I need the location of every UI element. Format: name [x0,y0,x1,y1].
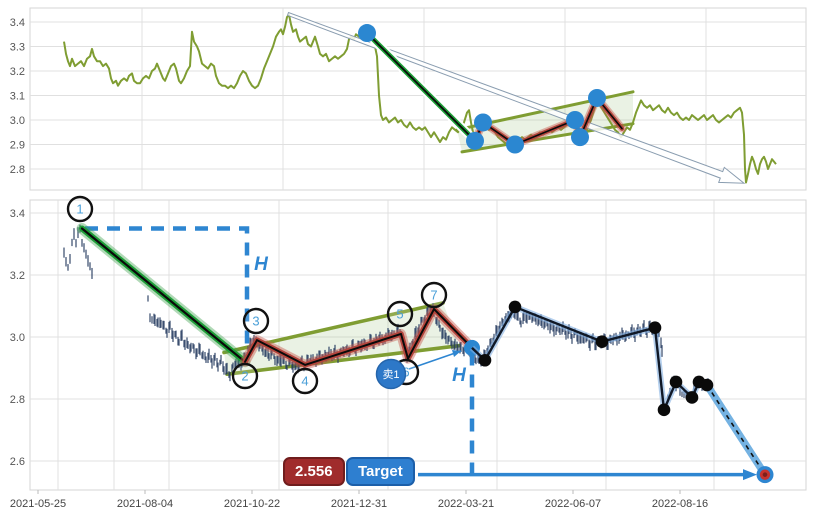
sell-signal-badge[interactable] [375,358,407,390]
x-tick-label: 2021-08-04 [117,498,173,510]
target-marker-core [762,472,768,477]
downtrend-line-l2 [366,32,476,142]
y-tick-label: 3.0 [10,115,25,127]
wave-circle-3[interactable] [242,307,270,335]
pivot-dot[interactable] [595,335,609,348]
y-tick-label: 2.6 [10,456,25,468]
y-tick-label: 3.0 [10,332,25,344]
h-label-2: H [452,365,467,386]
wave-number-4: 4 [301,374,308,389]
h-label-1: H [254,254,269,275]
y-tick-label: 3.3 [10,42,25,54]
y-tick-label: 3.4 [10,208,25,220]
wave-number-1: 1 [76,202,83,217]
pivot-marker[interactable] [571,128,589,147]
x-tick-label: 2021-10-22 [224,498,280,510]
pivot-dot[interactable] [478,353,492,367]
wave-circle-2[interactable] [231,362,259,390]
pivot-dot[interactable] [685,391,699,404]
pivot-dot[interactable] [657,403,671,417]
pivot-marker[interactable] [566,111,584,129]
channel-lower-line [225,343,461,377]
wave-number-7: 7 [430,288,437,303]
wave-number-3: 3 [252,314,259,329]
target-arrowhead [743,469,757,481]
wave-circle-4[interactable] [291,367,319,395]
wave-line-l2 [244,308,473,366]
pivot-marker[interactable] [466,131,484,150]
sell-signal-text: 卖1 [382,368,399,381]
target-label-badge[interactable]: Target [346,457,415,486]
y-tick-label: 3.2 [10,270,25,282]
pivot-polyline [471,305,708,412]
x-tick-label: 2021-05-25 [10,498,66,510]
pivot-marker[interactable] [588,88,606,107]
downtrend-line-l2 [80,227,247,363]
projection-line [703,381,769,479]
wave-number-5: 5 [396,307,403,322]
price-line [63,13,777,184]
pivot-dot[interactable] [669,375,683,389]
pivot-marker[interactable] [506,135,524,154]
wave-circle-5[interactable] [386,300,414,328]
pivot-dot[interactable] [648,321,662,335]
x-tick-label: 2022-03-21 [438,498,494,510]
x-tick-label: 2021-12-31 [331,498,387,510]
h-measure-1[interactable] [85,226,250,350]
pivot-marker[interactable] [474,113,492,132]
y-tick-label: 3.4 [10,17,25,29]
wave-number-2: 2 [241,369,248,384]
x-tick-label: 2022-06-07 [545,498,601,510]
y-tick-label: 2.8 [10,164,25,176]
x-tick-label: 2022-08-16 [652,498,708,510]
wave-circle-1[interactable] [66,195,94,223]
wave-circle-7[interactable] [420,281,448,309]
pivot-marker[interactable] [358,24,376,43]
y-tick-label: 3.1 [10,91,25,103]
y-tick-label: 2.9 [10,140,25,152]
y-tick-label: 2.8 [10,394,25,406]
pivot-dot[interactable] [700,378,714,392]
pointer-arrowhead [452,350,461,357]
target-value-badge[interactable]: 2.556 [283,457,345,486]
pivot-dot[interactable] [508,300,522,314]
y-tick-label: 3.2 [10,66,25,78]
